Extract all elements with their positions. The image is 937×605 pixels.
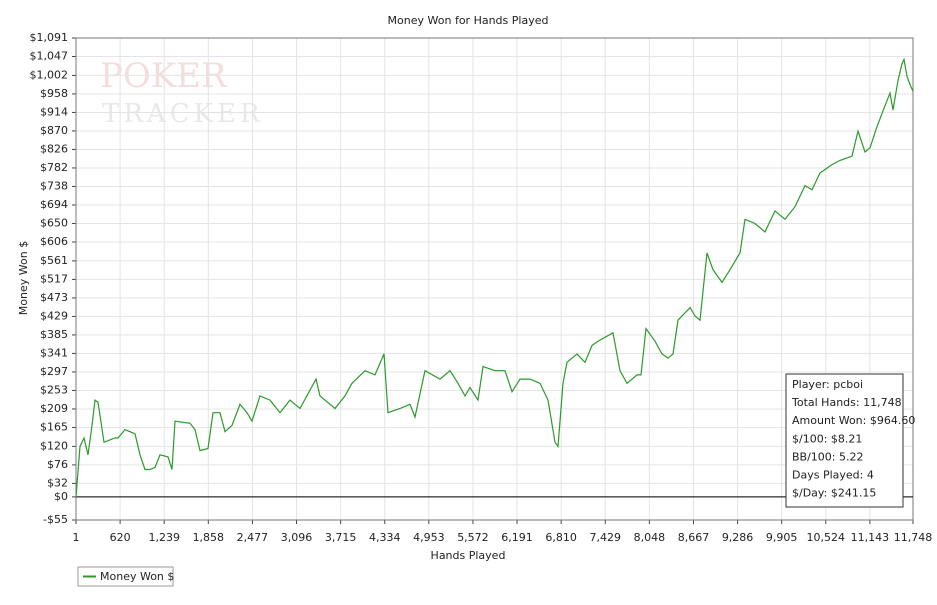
x-tick-label: 1,239 (148, 531, 180, 544)
y-tick-label: -$55 (43, 513, 68, 526)
x-tick-label: 1,858 (193, 531, 225, 544)
info-text: $/100: $8.21 (792, 432, 862, 445)
y-tick-label: $694 (40, 198, 68, 211)
x-tick-label: 6,810 (545, 531, 577, 544)
x-tick-label: 8,048 (634, 531, 666, 544)
info-text: Amount Won: $964.60 (792, 414, 915, 427)
watermark-line: TRACKER (102, 99, 264, 129)
x-tick-label: 1 (73, 531, 80, 544)
y-tick-label: $914 (40, 105, 68, 118)
x-tick-label: 9,286 (722, 531, 754, 544)
x-tick-label: 3,096 (281, 531, 313, 544)
y-tick-label: $253 (40, 383, 68, 396)
x-tick-label: 6,191 (501, 531, 533, 544)
info-text: Total Hands: 11,748 (791, 396, 902, 409)
x-tick-label: 10,524 (807, 531, 846, 544)
y-tick-label: $473 (40, 291, 68, 304)
y-tick-label: $606 (40, 235, 68, 248)
info-text: BB/100: 5.22 (792, 450, 864, 463)
x-tick-label: 4,953 (413, 531, 445, 544)
x-tick-label: 4,334 (369, 531, 401, 544)
y-axis-label: Money Won $ (17, 241, 30, 315)
y-tick-label: $297 (40, 365, 68, 378)
y-tick-label: $1,002 (30, 68, 69, 81)
x-tick-label: 2,477 (237, 531, 269, 544)
y-tick-label: $429 (40, 309, 68, 322)
y-tick-label: $385 (40, 328, 68, 341)
y-tick-label: $32 (47, 476, 68, 489)
plot-border (75, 37, 914, 521)
x-tick-label: 3,715 (325, 531, 357, 544)
y-tick-label: $650 (40, 216, 68, 229)
legend-label: Money Won $ (100, 570, 174, 583)
y-tick-label: $738 (40, 179, 68, 192)
x-tick-label: 11,143 (851, 531, 890, 544)
y-tick-label: $76 (47, 458, 68, 471)
y-tick-label: $870 (40, 124, 68, 137)
x-tick-label: 11,748 (894, 531, 933, 544)
data-line (75, 57, 914, 497)
x-axis-label: Hands Played (431, 549, 506, 562)
info-text: Days Played: 4 (792, 469, 874, 482)
x-tick-label: 7,429 (590, 531, 622, 544)
chart-title: Money Won for Hands Played (388, 14, 549, 27)
x-tick-label: 620 (110, 531, 131, 544)
y-tick-label: $958 (40, 87, 68, 100)
y-tick-label: $1,091 (30, 31, 69, 44)
y-tick-label: $782 (40, 161, 68, 174)
info-text: $/Day: $241.15 (792, 487, 876, 500)
info-text: Player: pcboi (792, 378, 863, 391)
y-tick-label: $0 (54, 490, 68, 503)
y-tick-label: $341 (40, 346, 68, 359)
legend-box (77, 566, 174, 587)
y-tick-label: $1,047 (30, 50, 69, 63)
y-tick-label: $165 (40, 420, 68, 433)
y-tick-label: $120 (40, 439, 68, 452)
y-tick-label: $826 (40, 142, 68, 155)
x-tick-label: 8,667 (678, 531, 710, 544)
y-tick-label: $561 (40, 254, 68, 267)
y-tick-label: $209 (40, 402, 68, 415)
info-box (785, 373, 904, 508)
x-tick-label: 9,905 (766, 531, 798, 544)
x-tick-label: 5,572 (457, 531, 489, 544)
y-tick-label: $517 (40, 272, 68, 285)
